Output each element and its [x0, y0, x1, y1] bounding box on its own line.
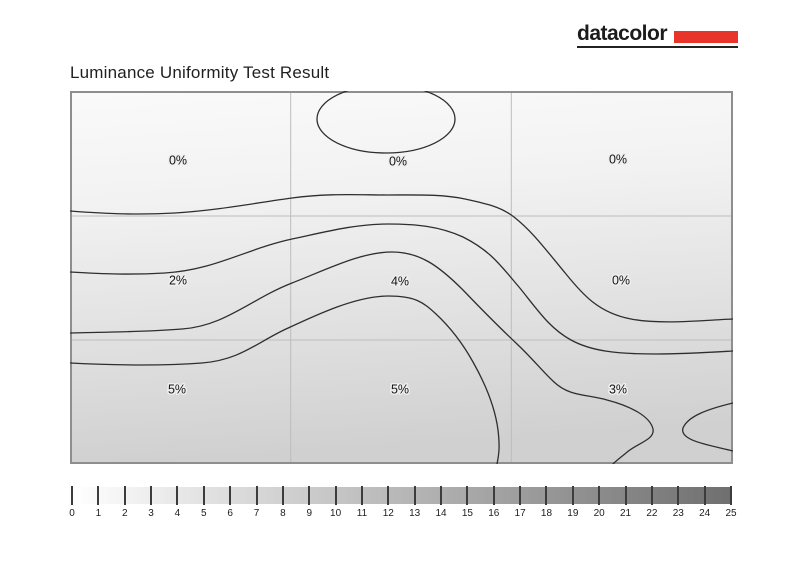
colorbar-tick-label: 23: [672, 508, 684, 519]
colorbar-tick-label: 17: [514, 508, 526, 519]
colorbar-tick-label: 20: [593, 508, 605, 519]
colorbar-tick: [413, 486, 416, 505]
contour-line-1: [70, 193, 733, 323]
plot-background: [70, 91, 733, 464]
cell-label-r0c1: 0%: [389, 154, 407, 168]
colorbar-tick: [703, 486, 706, 505]
contour-line-5: [682, 402, 733, 452]
colorbar-tick: [71, 486, 73, 505]
colorbar-tick-label: 18: [540, 508, 553, 519]
cell-label-r1c1: 4%: [391, 274, 409, 288]
colorbar-tick: [624, 486, 627, 505]
colorbar-tick: [387, 486, 390, 505]
cell-label-r1c0: 2%: [169, 273, 187, 287]
colorbar-tick-label: 3: [148, 508, 154, 519]
colorbar-tick: [123, 486, 126, 505]
contour-line-3: [70, 251, 654, 464]
colorbar-tick-label: 6: [227, 508, 233, 519]
cell-label-r1c2: 0%: [612, 273, 630, 287]
colorbar-tick-label: 21: [619, 508, 632, 519]
colorbar-tick: [466, 486, 469, 505]
colorbar-strip: [72, 487, 731, 504]
cell-label-r2c2: 3%: [609, 382, 627, 396]
contour-line-4: [70, 295, 500, 464]
colorbar-tick-label: 1: [95, 508, 102, 519]
colorbar-tick-label: 2: [121, 508, 128, 519]
colorbar-tick-label: 19: [567, 508, 579, 519]
colorbar-tick: [677, 486, 680, 505]
colorbar-tick-label: 25: [725, 508, 737, 519]
uniformity-contour-plot: 0% 0% 0% 2% 4% 0% 5% 5% 3%: [70, 91, 733, 464]
colorbar-tick: [97, 486, 100, 505]
colorbar-tick-label: 7: [253, 508, 260, 519]
colorbar-tick-label: 12: [382, 508, 394, 519]
colorbar-tick-label: 10: [330, 508, 342, 519]
colorbar-tick-label: 13: [409, 508, 421, 519]
colorbar-tick-label: 15: [461, 508, 473, 519]
cell-label-r0c0: 0%: [169, 153, 187, 167]
cell-labels: 0% 0% 0% 2% 4% 0% 5% 5% 3%: [166, 151, 631, 398]
logo-red-bar: [674, 30, 739, 43]
colorbar-tick-label: 24: [699, 508, 711, 519]
contour-top-ellipse: [316, 91, 456, 154]
colorbar-tick: [360, 486, 363, 505]
colorbar: 0 1 2 3 4 5 6 7 8 9 10 11 12 13 14 15 16 17 18 19 20 21 22 23 24…: [69, 486, 737, 523]
colorbar-tick-label: 11: [356, 508, 368, 519]
colorbar-tick: [545, 486, 548, 505]
colorbar-tick: [176, 486, 179, 505]
colorbar-tick-label: 0: [69, 508, 75, 519]
datacolor-logo: datacolor: [577, 22, 739, 48]
logo-text: datacolor: [577, 22, 668, 45]
colorbar-tick: [492, 486, 495, 505]
colorbar-tick: [334, 486, 337, 505]
colorbar-tick: [150, 486, 153, 505]
colorbar-tick: [281, 486, 284, 505]
colorbar-tick: [308, 486, 311, 505]
contour-line-2: [70, 223, 733, 355]
colorbar-tick-label: 22: [646, 508, 658, 519]
colorbar-tick-label: 8: [280, 508, 286, 519]
cell-label-r2c1: 5%: [391, 382, 409, 396]
colorbar-tick-label: 14: [435, 508, 447, 519]
colorbar-tick-label: 5: [201, 508, 207, 519]
cell-label-r0c2: 0%: [609, 152, 627, 166]
colorbar-tick: [229, 486, 232, 505]
colorbar-tick: [440, 486, 443, 505]
colorbar-tick: [650, 486, 653, 505]
colorbar-tick-label: 4: [174, 508, 181, 519]
colorbar-tick-label: 16: [488, 508, 500, 519]
cell-label-r2c0: 5%: [168, 382, 186, 396]
page-title: Luminance Uniformity Test Result: [70, 63, 330, 82]
contour-lines: [70, 91, 733, 464]
colorbar-tick: [202, 486, 205, 505]
colorbar-tick: [598, 486, 601, 505]
colorbar-tick: [730, 486, 732, 505]
colorbar-tick: [519, 486, 522, 505]
colorbar-tick: [571, 486, 574, 505]
colorbar-tick: [255, 486, 258, 505]
colorbar-tick-label: 9: [306, 508, 313, 519]
